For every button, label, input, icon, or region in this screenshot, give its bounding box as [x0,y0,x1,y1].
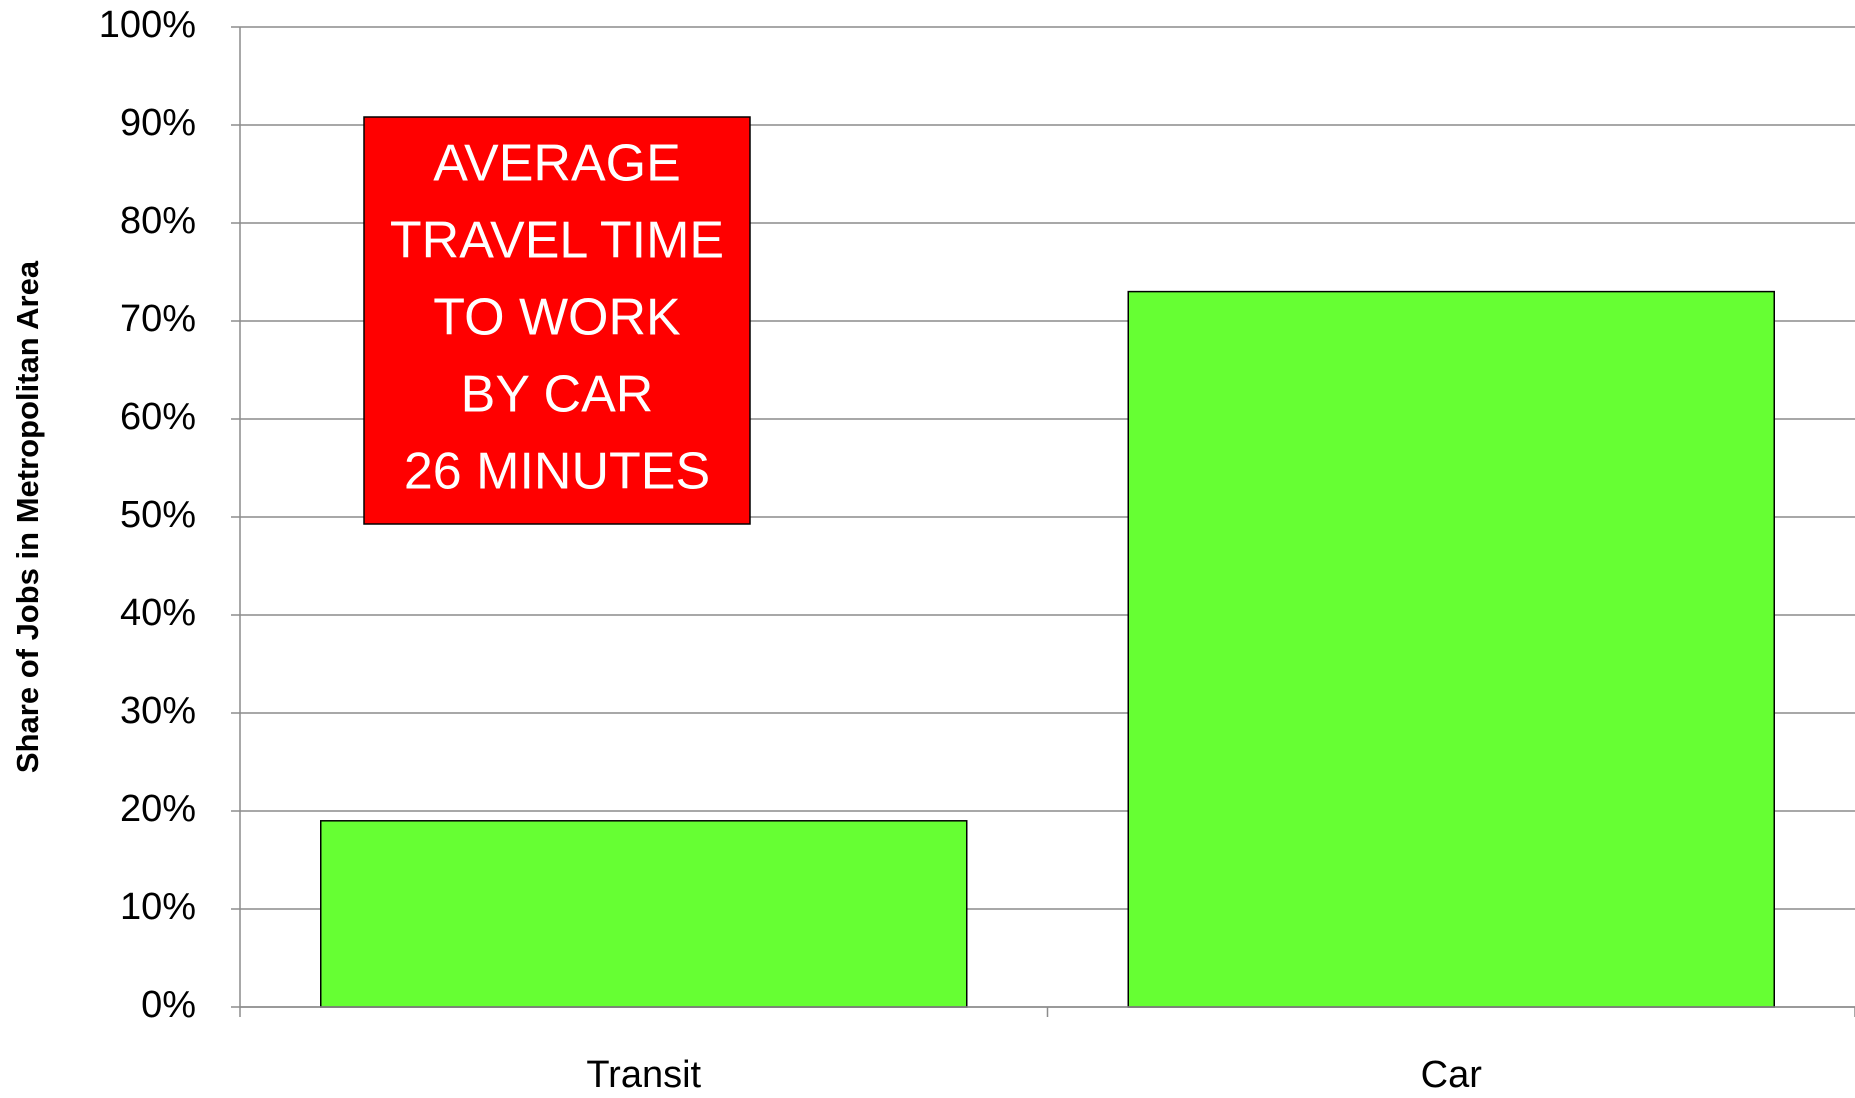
x-tick-label: Car [1421,1054,1483,1096]
annotation-box [363,116,751,525]
y-tick-label: 80% [120,200,196,242]
y-tick-label: 40% [120,592,196,634]
y-tick-label: 30% [120,690,196,732]
annotation-text: AVERAGE [433,135,681,193]
y-tick-label: 100% [99,4,196,46]
y-tick-label: 0% [141,984,196,1026]
y-tick-label: 90% [120,102,196,144]
y-tick-label: 70% [120,298,196,340]
annotation-text: TO WORK [433,289,681,347]
y-tick-label: 50% [120,494,196,536]
annotation-text: TRAVEL TIME [390,212,724,270]
y-tick-label: 10% [120,886,196,928]
annotation-text: 26 MINUTES [404,443,710,501]
bar [320,820,968,1008]
y-axis-label: Share of Jobs in Metropolitan Area [10,260,45,773]
annotation-text: BY CAR [461,366,654,424]
y-tick-label: 60% [120,396,196,438]
x-tick-label: Transit [586,1054,701,1096]
bar [1127,290,1775,1008]
y-tick-label: 20% [120,788,196,830]
